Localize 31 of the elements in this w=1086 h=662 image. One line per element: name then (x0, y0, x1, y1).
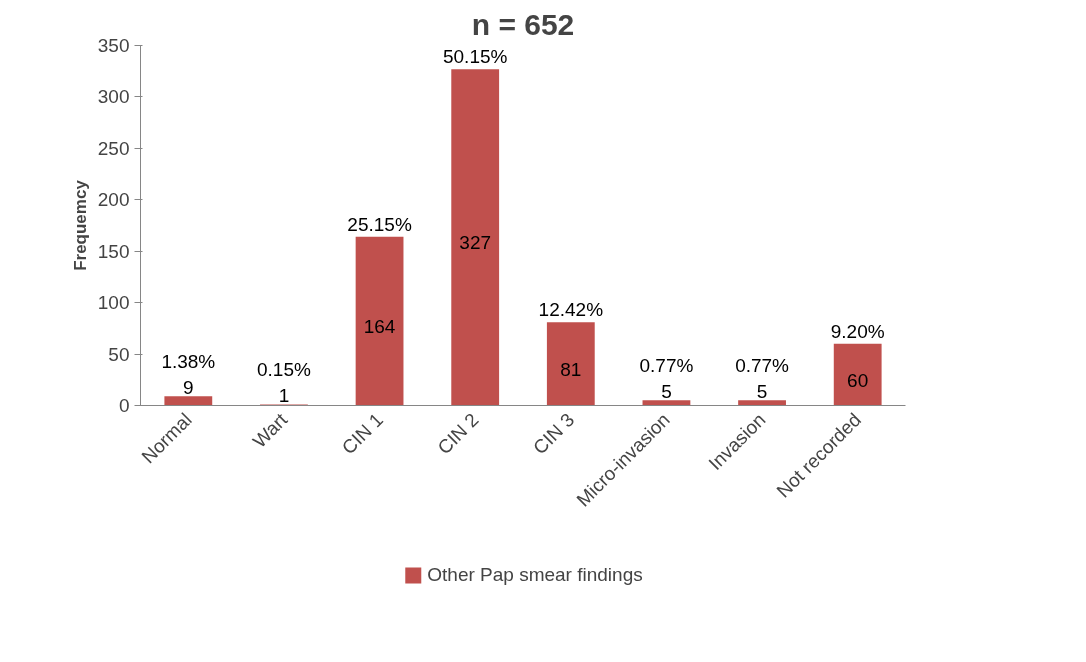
legend-label: Other Pap smear findings (427, 564, 643, 586)
data-label: 5 (756, 381, 768, 403)
x-tick-label: CIN 2 (433, 409, 483, 459)
data-label: 9 (183, 377, 194, 399)
y-tick-label: 100 (97, 292, 130, 314)
data-label: 5 (661, 381, 672, 403)
y-tick-label: 0 (118, 395, 130, 416)
data-label: 60 (847, 369, 869, 391)
x-tick-label: Wart (248, 408, 292, 452)
annotation: 12.42% (538, 299, 604, 321)
annotation: 1.38% (161, 351, 216, 373)
y-tick-label: 350 (97, 35, 130, 56)
data-label: 164 (363, 316, 396, 338)
chart-title: n = 652 (471, 7, 575, 41)
y-axis-title: Frequemcy (70, 179, 90, 271)
annotation: 0.77% (735, 355, 790, 377)
y-tick-label: 300 (97, 86, 130, 108)
annotation: 25.15% (347, 213, 412, 235)
data-label: 327 (459, 232, 492, 254)
annotation: 50.15% (442, 46, 508, 68)
annotation: 0.15% (257, 359, 311, 381)
data-label: 1 (278, 385, 290, 407)
annotation: 9.20% (830, 320, 885, 342)
x-tick-label: CIN 3 (529, 409, 579, 459)
y-tick-label: 150 (97, 240, 130, 262)
annotation: 0.77% (639, 355, 694, 377)
y-tick-label: 50 (108, 343, 130, 365)
y-tick-label: 200 (97, 189, 130, 211)
x-tick-label: CIN 1 (337, 409, 387, 459)
data-label: 81 (560, 358, 582, 380)
y-tick-label: 250 (97, 137, 130, 159)
